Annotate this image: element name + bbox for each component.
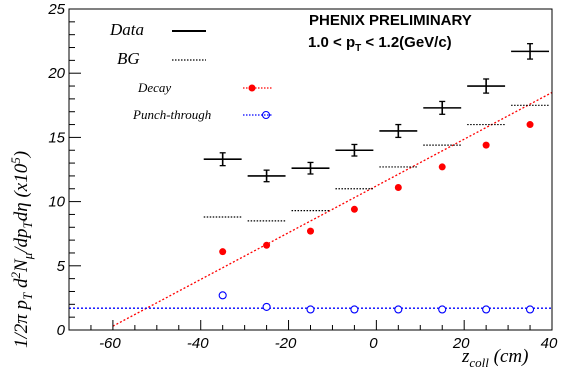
decay-point [263,241,271,249]
legend-label-decay: Decay [137,80,171,95]
legend-swatch-decay-marker [248,84,256,92]
data-point [467,78,506,94]
data-point [291,161,330,175]
decay-point [438,163,446,171]
decay-point [482,141,490,149]
y-tick-label: 5 [57,258,66,275]
decay-point [526,121,534,129]
decay-point [219,248,227,256]
punch-through-point [218,291,227,300]
data-point [511,43,549,60]
x-tick-label: -60 [99,335,121,352]
bg-layer [203,104,549,222]
legend-label-data: Data [109,20,144,39]
decay-point [394,183,402,191]
punch-through-point [482,305,491,314]
decay-fit-line [112,91,553,327]
chart-subtitle: 1.0 < pT < 1.2(GeV/c) [308,34,452,54]
punch-through-point [306,305,315,314]
x-tick-label: 40 [541,335,558,352]
data-point [247,169,286,183]
punch-through-point [394,305,403,314]
y-axis-title: 1/2π pT d2Nμ/dpTdη (x105) [8,151,35,348]
y-tick-label: 20 [47,65,65,82]
x-tick-label: -20 [275,335,297,352]
y-tick-label: 10 [48,194,65,211]
punch-through-point [525,305,535,314]
tick-label-layer: -60 -40 -20 0 20 40 0 5 10 15 20 25 [47,1,558,352]
decay-point [350,205,358,213]
legend-swatch-punch-marker [261,110,271,120]
tick-layer [68,8,553,331]
punch-through-point [350,305,359,314]
y-tick-label: 0 [57,322,66,339]
marker-layer [218,121,535,314]
data-point [379,123,418,139]
data-point [423,100,462,115]
decay-point [307,227,314,235]
chart-title: PHENIX PRELIMINARY [309,12,472,29]
data-point [203,152,242,167]
fit-layer [69,91,553,327]
punch-through-point [438,305,447,314]
y-tick-label: 25 [47,1,65,18]
x-tick-label: 20 [452,335,470,352]
legend: Data BG Decay Punch-through [109,20,273,122]
legend-label-punch-through: Punch-through [132,107,211,122]
data-layer [203,43,549,183]
legend-label-bg: BG [117,49,140,68]
x-tick-label: 0 [369,335,378,352]
punch-through-point [262,302,271,311]
data-point [335,143,374,157]
y-tick-label: 15 [48,129,65,146]
x-axis-title: zcoll (cm) [461,346,528,370]
x-tick-label: -40 [187,335,209,352]
